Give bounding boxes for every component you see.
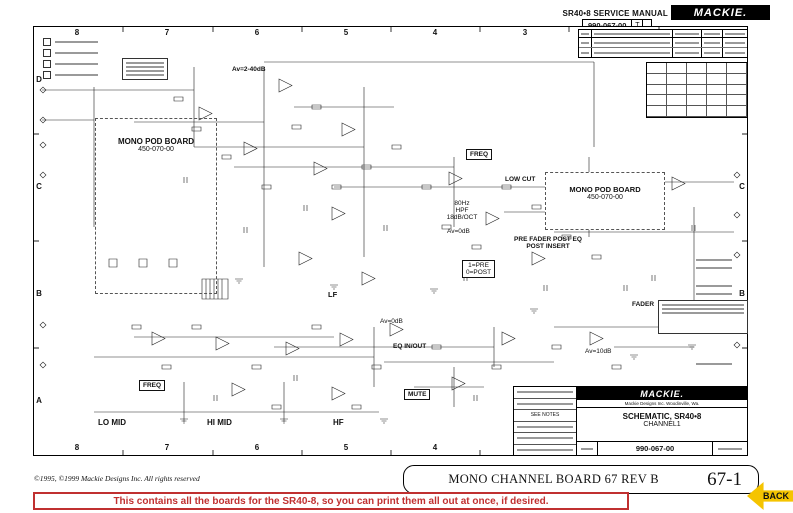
back-button-label: BACK	[763, 491, 789, 501]
grid-col-label: 7	[164, 443, 170, 452]
label-pre-fader: PRE FADER POST EQ POST INSERT	[514, 236, 582, 251]
grid-col-label: 3	[522, 28, 528, 37]
part-number: 990-067-00	[583, 20, 631, 31]
pin-table	[646, 62, 748, 118]
grid-col-label: 8	[74, 443, 80, 452]
legend-symbol-icon	[43, 71, 51, 79]
grid-row-label: D	[36, 75, 42, 84]
symbol-legend	[42, 38, 100, 82]
grid-col-label: 8	[74, 28, 80, 37]
page-number: 67-1	[707, 468, 742, 490]
label-freq-bottom: FREQ	[139, 380, 166, 392]
title-block-approvals: SEE NOTES	[514, 387, 577, 455]
legend-symbol-icon	[43, 38, 51, 46]
grid-col-label: 4	[432, 28, 438, 37]
label-eq-inout: EQ IN/OUT	[393, 343, 427, 350]
legend-symbol-icon	[43, 49, 51, 57]
mono-pod-board-right: MONO POD BOARD 450-070-00	[545, 172, 665, 230]
label-gain-range: Av=2-40dB	[232, 66, 266, 73]
label-hi-mid: HI MID	[207, 418, 232, 427]
label-pre-post: 1=PRE 0=POST	[462, 260, 496, 279]
label-fader: FADER	[632, 301, 655, 308]
label-lo-mid: LO MID	[98, 418, 126, 427]
title-block: SEE NOTES MACKIE. Mackie Designs Inc. Wo…	[513, 386, 748, 456]
label-hpf: 80Hz HPF 18dB/OCT	[446, 200, 478, 222]
grid-col-label: 4	[432, 443, 438, 452]
legend-symbol-icon	[43, 60, 51, 68]
label-freq-top: FREQ	[466, 149, 493, 161]
grid-col-label: 6	[254, 28, 260, 37]
power-flag-box	[122, 58, 168, 80]
channel-title: CHANNEL1	[643, 421, 681, 428]
drawing-number: 990-067-00	[635, 444, 675, 453]
label-av0-eq: Av=0dB	[380, 318, 403, 325]
schematic-title: SCHEMATIC, SR40•8	[622, 412, 702, 421]
board-title: MONO CHANNEL BOARD 67 REV B	[448, 472, 659, 486]
label-low-cut: LOW CUT	[505, 176, 536, 183]
label-lf: LF	[328, 290, 338, 299]
grid-col-label: 7	[164, 28, 170, 37]
grid-row-label: C	[36, 182, 42, 191]
copyright-text: ©1995, ©1999 Mackie Designs Inc. All rig…	[34, 474, 200, 483]
pod-mini-box	[658, 300, 748, 334]
mono-pod-board-left: MONO POD BOARD 450-070-00	[95, 118, 217, 294]
grid-col-label: 5	[343, 28, 349, 37]
board-title-box: MONO CHANNEL BOARD 67 REV B 67-1	[403, 465, 759, 494]
pod-board-part: 450-070-00	[138, 146, 174, 153]
manual-title: SR40•8 SERVICE MANUAL	[562, 9, 668, 18]
company-name: Mackie Designs Inc. Woodinville, Wa.	[577, 400, 747, 408]
grid-col-label: 6	[254, 443, 260, 452]
mackie-logo: MACKIE.	[671, 5, 770, 20]
label-av0-hpf: Av=0dB	[447, 228, 470, 235]
grid-row-label: B	[739, 289, 745, 298]
part-suffix-empty-cell	[642, 20, 651, 31]
pod-board-part: 450-070-00	[587, 194, 623, 201]
notice-text: This contains all the boards for the SR4…	[113, 495, 549, 507]
grid-row-label: A	[36, 396, 42, 405]
grid-row-label: B	[36, 289, 42, 298]
title-block-logo: MACKIE.	[577, 387, 747, 400]
pod-board-name: MONO POD BOARD	[118, 137, 194, 146]
pod-board-name: MONO POD BOARD	[569, 185, 641, 194]
grid-col-label: 5	[343, 443, 349, 452]
label-mute: MUTE	[404, 389, 431, 401]
notice-banner: This contains all the boards for the SR4…	[33, 492, 629, 510]
revision-table	[578, 29, 748, 58]
see-notes: SEE NOTES	[530, 412, 560, 419]
grid-row-label: C	[739, 182, 745, 191]
part-suffix: T	[631, 20, 642, 31]
label-hf: HF	[333, 418, 344, 427]
label-av10: Av=10dB	[585, 348, 612, 355]
